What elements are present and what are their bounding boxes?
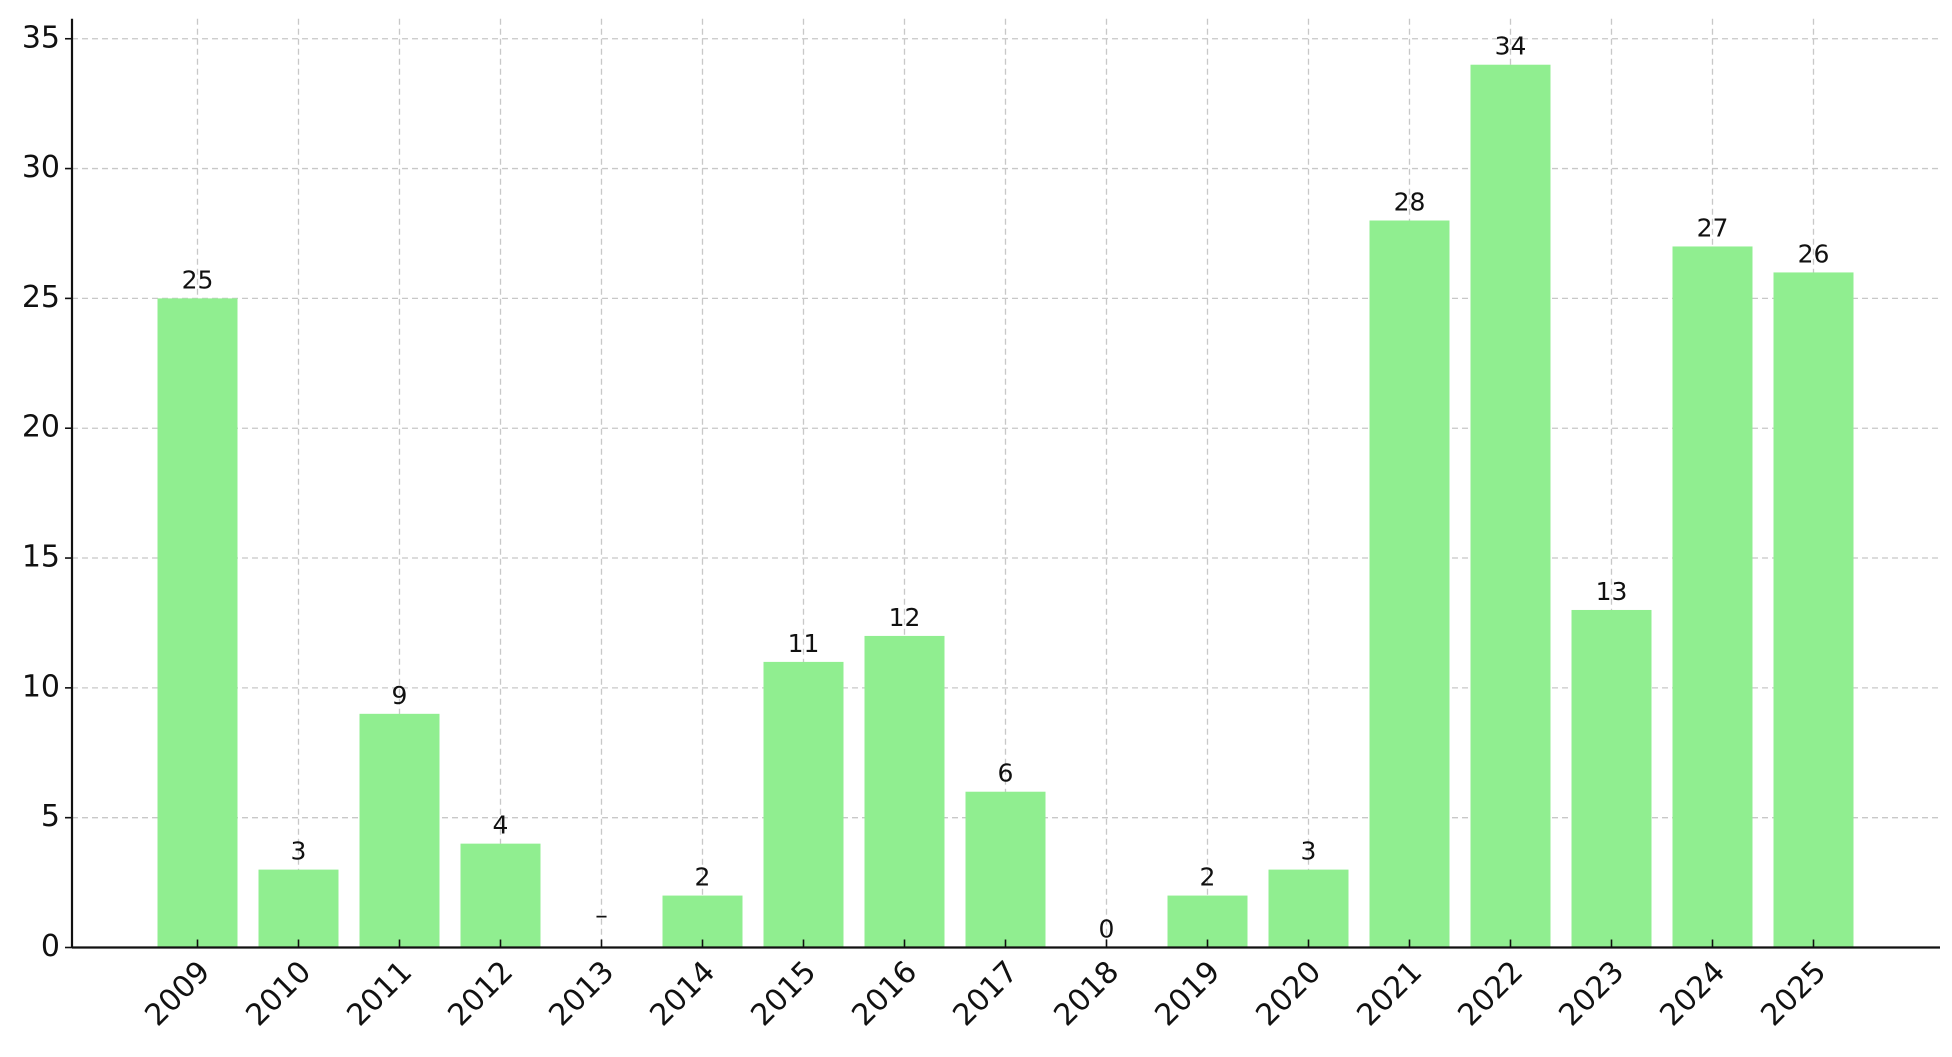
x-tick-label: 2010 <box>239 954 318 1033</box>
value-label: 9 <box>392 681 408 710</box>
value-label: 34 <box>1495 32 1527 61</box>
value-label: 0 <box>1099 915 1115 944</box>
bar <box>460 843 541 948</box>
y-tick-label: 0 <box>41 929 60 964</box>
bar <box>258 869 339 948</box>
x-tick-label: 2015 <box>744 954 823 1033</box>
bar <box>1470 64 1551 948</box>
bar <box>1571 609 1652 948</box>
y-tick-label: 5 <box>41 799 60 834</box>
x-tick-label: 2016 <box>845 954 924 1033</box>
bar <box>864 635 945 948</box>
value-label: 27 <box>1697 213 1729 242</box>
bar <box>1773 272 1854 948</box>
y-tick-label: 10 <box>22 669 60 704</box>
bar <box>1672 246 1753 948</box>
x-tick-label: 2023 <box>1552 954 1631 1033</box>
value-label: 12 <box>889 603 921 632</box>
x-tick-label: 2022 <box>1451 954 1530 1033</box>
x-tick-label: 2025 <box>1754 954 1833 1033</box>
bar <box>662 895 743 948</box>
value-label: 28 <box>1394 188 1426 217</box>
x-tick-label: 2017 <box>946 954 1025 1033</box>
x-tick-label: 2020 <box>1249 954 1328 1033</box>
bar <box>1369 220 1450 948</box>
value-label: 2 <box>695 863 711 892</box>
value-label: 13 <box>1596 577 1628 606</box>
y-tick-label: 20 <box>22 410 60 445</box>
y-tick-label: 25 <box>22 280 60 315</box>
x-tick-label: 2014 <box>643 954 722 1033</box>
value-label: 2 <box>1200 863 1216 892</box>
value-label: 26 <box>1798 239 1830 268</box>
bar <box>359 713 440 948</box>
bar <box>1167 895 1248 948</box>
x-tick-label: 2024 <box>1653 954 1732 1033</box>
bars <box>157 64 1854 948</box>
x-tick-label: 2011 <box>340 954 419 1033</box>
x-tick-label: 2018 <box>1047 954 1126 1033</box>
bar <box>1268 869 1349 948</box>
value-label: 25 <box>182 265 214 294</box>
y-tick-label: 35 <box>22 20 60 55</box>
value-label: – <box>595 901 608 930</box>
bar <box>763 661 844 948</box>
y-tick-label: 30 <box>22 150 60 185</box>
bar <box>157 298 238 948</box>
y-tick-label: 15 <box>22 540 60 575</box>
x-tick-label: 2013 <box>542 954 621 1033</box>
value-label: 4 <box>493 811 509 840</box>
x-tick-label: 2019 <box>1148 954 1227 1033</box>
value-label: 6 <box>998 759 1014 788</box>
value-label: 3 <box>291 837 307 866</box>
x-tick-label: 2021 <box>1350 954 1429 1033</box>
value-label: 11 <box>788 629 820 658</box>
value-label: 3 <box>1301 837 1317 866</box>
x-tick-label: 2009 <box>138 954 217 1033</box>
x-tick-label: 2012 <box>441 954 520 1033</box>
bar <box>965 791 1046 948</box>
